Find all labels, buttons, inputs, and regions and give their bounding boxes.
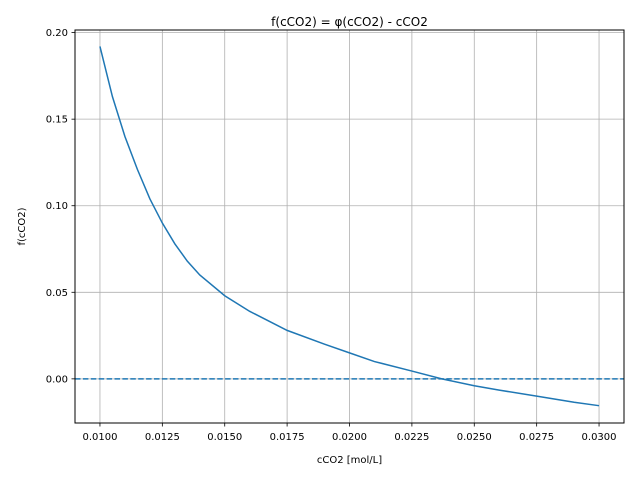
x-ticks: 0.0100 0.0125 0.0150 0.0175 0.0200 0.0225 0.02… — [82, 423, 617, 443]
chart-title: f(cCO2) = φ(cCO2) - cCO2 — [271, 15, 428, 29]
y-tick-label: 0.15 — [46, 115, 68, 126]
x-tick-label: 0.0100 — [82, 432, 117, 443]
x-axis-title: cCO2 [mol/L] — [317, 455, 382, 466]
y-tick-label: 0.00 — [46, 374, 68, 385]
x-tick-label: 0.0175 — [270, 432, 305, 443]
y-ticks: 0.00 0.05 0.10 0.15 0.20 — [46, 28, 75, 385]
x-tick-label: 0.0250 — [457, 432, 492, 443]
x-tick-label: 0.0275 — [519, 432, 554, 443]
y-tick-label: 0.05 — [46, 288, 68, 299]
x-tick-label: 0.0125 — [145, 432, 180, 443]
y-tick-label: 0.10 — [46, 201, 68, 212]
x-tick-label: 0.0300 — [582, 432, 617, 443]
x-tick-label: 0.0200 — [332, 432, 367, 443]
y-axis-title: f(cCO2) — [17, 207, 28, 245]
series-line-0 — [99, 46, 600, 407]
x-tick-label: 0.0225 — [394, 432, 429, 443]
x-tick-label: 0.0150 — [207, 432, 242, 443]
y-tick-label: 0.20 — [46, 28, 68, 39]
grid — [75, 30, 624, 423]
series-layer — [75, 46, 624, 407]
